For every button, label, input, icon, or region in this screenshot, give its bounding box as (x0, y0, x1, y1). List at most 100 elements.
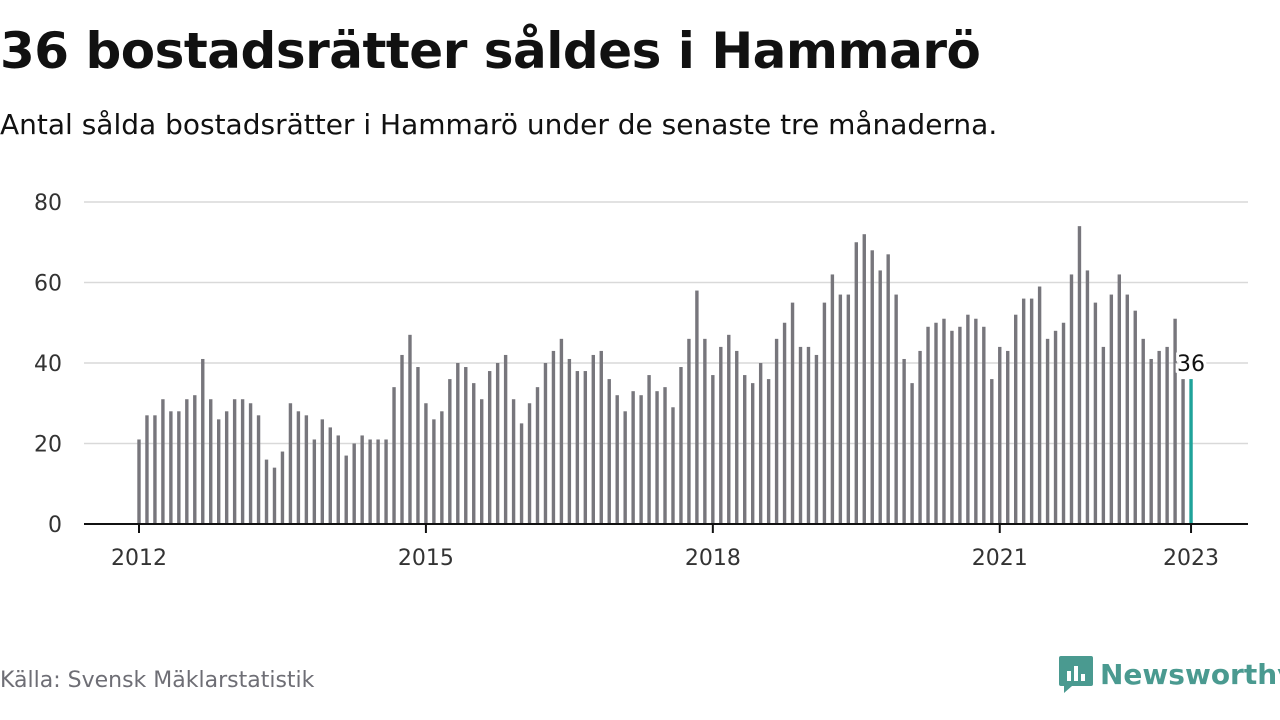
bar (591, 354, 595, 524)
value-labels: 36 (1174, 349, 1208, 380)
bar (774, 338, 779, 524)
bar (400, 354, 404, 524)
y-tick-label: 60 (34, 272, 62, 297)
bar (703, 338, 707, 524)
bar (543, 363, 548, 524)
bar (790, 302, 795, 524)
bar (384, 439, 388, 524)
bar (1045, 338, 1050, 524)
bar (1029, 298, 1034, 524)
bar (1077, 226, 1082, 524)
bar (910, 383, 914, 524)
bar (878, 270, 882, 524)
bar (360, 435, 364, 524)
bar (782, 322, 787, 524)
bar (503, 354, 508, 524)
bar-chart-speech-bubble-icon (1059, 656, 1093, 693)
bar (240, 399, 245, 524)
bar (280, 451, 285, 524)
bar (256, 415, 261, 524)
bar (1117, 274, 1122, 524)
bar (320, 419, 325, 524)
brand-logo: Newsworthy (1058, 654, 1280, 694)
bar (264, 459, 269, 524)
bar (1157, 350, 1161, 524)
bar (511, 399, 516, 524)
bar (161, 399, 165, 524)
bar (551, 350, 556, 524)
bar (153, 415, 157, 524)
bar (766, 379, 771, 524)
bar (1149, 358, 1153, 524)
bar (1093, 302, 1098, 524)
bar (1061, 322, 1066, 524)
bar (567, 358, 572, 524)
bar (1085, 270, 1090, 524)
bar (304, 415, 309, 524)
x-axis: 2012 2015 2018 2021 2023 (84, 523, 1248, 571)
bar (288, 403, 293, 524)
highlight-value-label: 36 (1177, 352, 1205, 377)
bar (376, 439, 380, 524)
bar (193, 395, 197, 524)
bar (830, 274, 835, 524)
bar (623, 411, 627, 524)
bar (472, 383, 476, 524)
bar (1101, 346, 1106, 524)
x-tick-label: 2012 (111, 546, 167, 571)
bar (870, 250, 874, 525)
bar (432, 419, 436, 524)
bar (950, 330, 954, 524)
bar-series (137, 226, 1193, 525)
bar (647, 375, 651, 524)
source-note: Källa: Svensk Mäklarstatistik (0, 668, 315, 693)
bar (1053, 330, 1058, 524)
bar (814, 354, 819, 524)
bar (1173, 318, 1177, 524)
y-axis: 0 20 40 60 80 (34, 191, 62, 538)
bar (806, 346, 811, 524)
y-tick-label: 80 (34, 191, 62, 216)
bar (918, 350, 922, 524)
bar (886, 254, 890, 524)
bar (1125, 294, 1129, 524)
bar (583, 371, 588, 524)
bar (336, 435, 340, 524)
bar (416, 367, 420, 524)
bar (711, 375, 715, 524)
bar (719, 346, 723, 524)
bar (1069, 274, 1074, 524)
bar (599, 350, 603, 524)
y-tick-label: 40 (34, 352, 62, 377)
bar (456, 363, 460, 524)
bar (1109, 294, 1114, 524)
bar (679, 367, 683, 524)
bar (169, 411, 173, 524)
bar (758, 363, 763, 524)
bar (687, 338, 691, 524)
x-tick-label: 2023 (1163, 546, 1219, 571)
bar (464, 367, 468, 524)
page-subtitle: Antal sålda bostadsrätter i Hammarö unde… (0, 108, 998, 141)
bar (671, 407, 675, 524)
bar (942, 318, 946, 524)
bar (217, 419, 221, 524)
bar (838, 294, 843, 524)
bar (137, 439, 141, 524)
bar (998, 346, 1002, 524)
bar (894, 294, 898, 524)
bar (607, 379, 611, 524)
bar (344, 455, 348, 524)
bar (328, 427, 332, 524)
bar (958, 326, 962, 524)
bar (1014, 314, 1018, 524)
bar (902, 358, 906, 524)
bar (272, 467, 277, 524)
y-tick-label: 0 (48, 513, 62, 538)
bar (480, 399, 484, 524)
brand-name: Newsworthy (1100, 657, 1280, 691)
bar (631, 391, 635, 524)
bar (209, 399, 213, 524)
bar (1021, 298, 1026, 524)
